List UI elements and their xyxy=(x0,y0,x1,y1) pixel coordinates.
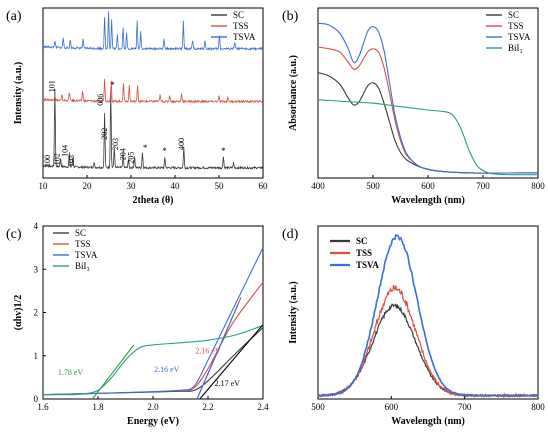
panel-c: (c) 1.6 1.8 2.0 2.2 2.4 Energy (eV) (αhv)1/2 0 1 2… xyxy=(6,221,269,427)
legend-label: TSS xyxy=(356,248,372,258)
legend-label: TSVA xyxy=(233,32,256,42)
series-tsva-line xyxy=(42,247,264,396)
tangent-fit-line xyxy=(92,344,135,400)
panel-d: (d) 500 600 700 800 Wavelength (nm) Intensity … xyxy=(282,225,545,427)
series-tsva-line xyxy=(42,11,263,52)
legend-label: SC xyxy=(356,236,368,246)
x-tick-label: 40 xyxy=(171,181,181,191)
peak-index-label: 100 xyxy=(43,155,52,167)
x-axis-label: Wavelength (nm) xyxy=(391,195,465,206)
series-sc-line xyxy=(42,88,263,171)
tangent-fit-line xyxy=(199,324,264,400)
x-tick-label: 400 xyxy=(311,181,325,191)
legend-label: TSS xyxy=(233,21,249,31)
legend-label: TSS xyxy=(508,21,524,31)
x-tick-label: 2.2 xyxy=(202,402,213,412)
series-sc-line xyxy=(317,72,539,174)
x-tick-label: 700 xyxy=(476,181,490,191)
legend-label: TSVA xyxy=(75,250,98,260)
peak-index-label: 203 xyxy=(111,138,120,150)
x-tick-label: 20 xyxy=(83,181,93,191)
panel-label: (d) xyxy=(282,227,299,242)
peak-index-label: 101 xyxy=(47,80,56,92)
x-tick-label: 10 xyxy=(39,181,49,191)
series-tsva-line xyxy=(317,22,539,174)
legend-label: BiI₃ xyxy=(508,43,523,53)
peak-marker: * xyxy=(143,143,148,153)
panel-label: (b) xyxy=(282,9,299,24)
x-axis-label: 2theta (θ) xyxy=(132,195,173,206)
x-tick-label: 1.8 xyxy=(92,402,104,412)
x-axis-label: Energy (eV) xyxy=(127,416,179,427)
y-tick-label: 3 xyxy=(34,264,39,274)
panel-label: (c) xyxy=(6,227,22,242)
peak-index-label: 006 xyxy=(96,94,105,106)
y-tick-label: 2 xyxy=(34,308,39,318)
series-bii3-line xyxy=(317,99,539,176)
x-axis-label: Wavelength (nm) xyxy=(391,416,465,427)
x-tick-label: 600 xyxy=(421,181,435,191)
x-tick-label: 500 xyxy=(366,181,380,191)
peak-index-label: 202 xyxy=(100,128,109,140)
x-tick-label: 800 xyxy=(531,402,545,412)
peak-index-label: 204 xyxy=(119,148,128,160)
x-tick-label: 60 xyxy=(259,181,269,191)
peak-index-label: 205 xyxy=(127,152,136,164)
peak-index-label: 102 xyxy=(53,153,62,165)
y-tick-label: 0 xyxy=(34,394,39,404)
series-tss-line xyxy=(317,284,539,399)
bandgap-annotation: 2.16 eV xyxy=(154,365,180,374)
series-tsva-line xyxy=(317,233,539,398)
legend: SC TSS TSVA xyxy=(330,236,379,270)
x-tick-label: 700 xyxy=(458,402,472,412)
series-tss-line xyxy=(42,281,264,396)
x-tick-label: 2.4 xyxy=(257,402,269,412)
peak-marker: * xyxy=(162,146,167,156)
legend-label: SC xyxy=(508,10,519,20)
y-axis-label: Intensity (a.u.) xyxy=(288,281,299,344)
peak-index-label: 400 xyxy=(177,138,186,150)
panel-b: (b) 400 500 600 700 800 Wavelength (nm) Absorba… xyxy=(282,7,545,206)
x-tick-label: 800 xyxy=(531,181,545,191)
tangent-fit-line xyxy=(196,303,239,400)
peak-marker: * xyxy=(221,146,226,156)
x-tick-label: 600 xyxy=(385,402,399,412)
y-axis-label: Intensity (a.u.) xyxy=(13,62,24,125)
x-tick-label: 30 xyxy=(127,181,137,191)
peak-index-label: 104 xyxy=(61,145,70,157)
y-tick-label: 4 xyxy=(34,221,39,231)
bandgap-annotation: 2.17 eV xyxy=(215,379,241,388)
legend-label: SC xyxy=(233,10,244,20)
legend-label: TSS xyxy=(75,239,91,249)
panel-a: (a) 10 20 30 40 50 60 2theta (θ) Intensity (a.u.… xyxy=(6,7,269,206)
legend-label: BiI₃ xyxy=(75,261,90,271)
bandgap-annotation: 1.78 eV xyxy=(58,368,84,377)
plot-frame xyxy=(317,225,539,400)
plot-frame xyxy=(317,7,539,179)
panel-label: (a) xyxy=(6,9,22,24)
x-tick-label: 500 xyxy=(311,402,325,412)
legend-label: TSVA xyxy=(508,32,531,42)
legend-label: SC xyxy=(75,228,86,238)
plot-frame xyxy=(42,7,264,179)
x-tick-label: 1.6 xyxy=(37,402,49,412)
bandgap-annotation: 2.16 eV xyxy=(195,347,221,356)
y-axis-label: (αhv)1/2 xyxy=(13,295,24,331)
peak-marker: * xyxy=(110,80,115,90)
y-axis-label: Absorbance (a.u.) xyxy=(288,55,299,131)
x-tick-label: 2.0 xyxy=(147,402,159,412)
x-tick-label: 50 xyxy=(215,181,225,191)
y-tick-label: 1 xyxy=(34,351,39,361)
series-bii3-line xyxy=(42,324,264,396)
peak-index-label: 103 xyxy=(67,155,76,167)
series-tss-line xyxy=(42,78,263,104)
legend-label: TSVA xyxy=(356,260,379,270)
